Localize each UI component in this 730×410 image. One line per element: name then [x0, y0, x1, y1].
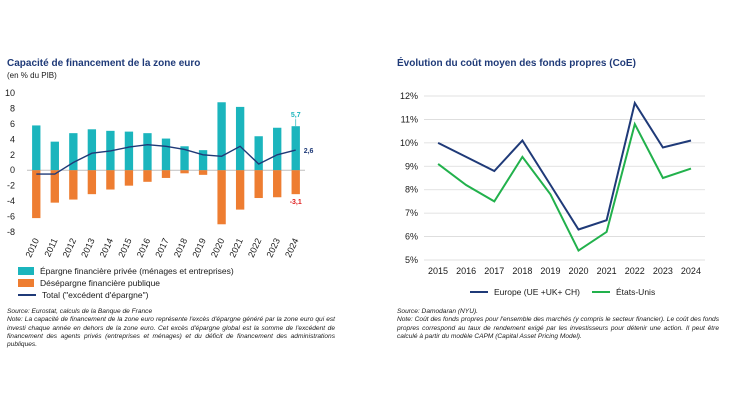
private-savings-bar — [69, 133, 78, 171]
y-tick-label: 12% — [400, 91, 418, 101]
private-savings-swatch — [18, 267, 34, 275]
x-tick-label-year: 2018 — [512, 266, 532, 276]
public-dissaving-bar — [32, 170, 41, 219]
private-savings-bar — [180, 146, 189, 171]
europe-coe-line — [437, 100, 692, 231]
legend-item-us: États-Unis — [591, 286, 656, 298]
y-tick-label: 0 — [10, 165, 15, 175]
y-tick-label: 6% — [405, 232, 418, 242]
total-savings-line — [36, 143, 296, 175]
private-savings-bar — [161, 138, 171, 171]
data-label-total-2024: 2,6 — [304, 148, 314, 155]
x-tick-label-year: 2017 — [484, 266, 504, 276]
private-savings-bar — [291, 126, 300, 171]
public-dissaving-bar — [291, 170, 300, 195]
private-savings-bar — [254, 136, 263, 171]
legend-label-total: Total ("excédent d'épargne") — [42, 290, 149, 300]
x-tick-label-year: 2015 — [428, 266, 448, 276]
public-dissaving-bar — [161, 170, 171, 178]
public-dissaving-bar — [254, 170, 263, 199]
public-dissaving-bar — [124, 170, 134, 186]
us-coe-line — [437, 121, 692, 253]
private-savings-bar — [235, 106, 245, 171]
private-savings-bar — [273, 127, 282, 171]
y-tick-label: 7% — [405, 208, 418, 218]
left-notes: Source: Eurostat, calculs de la Banque d… — [7, 308, 335, 349]
public-dissaving-bar — [50, 170, 59, 203]
legend-label-private: Épargne financière privée (ménages et en… — [40, 266, 234, 276]
y-tick-label: -2 — [7, 181, 15, 191]
us-line-swatch — [591, 291, 610, 293]
right-chart-title: Évolution du coût moyen des fonds propre… — [397, 58, 636, 69]
total-line-swatch — [18, 294, 36, 296]
y-tick-label: 9% — [405, 161, 418, 171]
private-savings-bar — [143, 133, 152, 171]
data-label-private-2024: 5,7 — [291, 112, 301, 119]
left-chart-subtitle: (en % du PIB) — [7, 71, 57, 80]
y-tick-label: 8 — [10, 103, 15, 113]
public-dissaving-bar — [273, 170, 282, 198]
legend-item-public: Désépargne financière publique — [18, 277, 234, 289]
legend-item-total: Total ("excédent d'épargne") — [18, 289, 234, 301]
y-tick-label: 2 — [10, 150, 15, 160]
private-savings-bar — [217, 102, 226, 171]
private-savings-bar — [87, 129, 97, 171]
legend-label-public: Désépargne financière publique — [40, 278, 161, 288]
x-tick-label-year: 2020 — [569, 266, 589, 276]
right-notes: Source: Damodaran (NYU). Note: Coût des … — [397, 308, 719, 341]
private-savings-bar — [32, 125, 41, 171]
private-savings-bar — [50, 141, 59, 171]
y-tick-label: 11% — [401, 114, 418, 124]
x-tick-label-year: 2023 — [653, 266, 673, 276]
y-tick-label: -8 — [7, 227, 15, 237]
public-dissaving-bar — [87, 170, 97, 195]
x-tick-label-year: 2024 — [681, 266, 701, 276]
public-dissaving-bar — [69, 170, 78, 200]
x-tick-label-year: 2021 — [597, 266, 617, 276]
y-tick-label: 8% — [405, 185, 418, 195]
cost-of-equity-chart: 5% 6% 7% 8% 9% 10% 11% 12% 2015 2016 2017 2018 2019 2… — [400, 91, 705, 276]
legend-label-europe: Europe (UE +UK+ CH) — [494, 287, 580, 297]
x-tick-label-year: 2022 — [625, 266, 645, 276]
private-savings-bar — [198, 150, 208, 171]
legend-item-europe: Europe (UE +UK+ CH) — [470, 286, 580, 298]
left-chart-title: Capacité de financement de la zone euro — [7, 58, 201, 69]
y-tick-label: 6 — [10, 119, 15, 129]
right-legend: Europe (UE +UK+ CH) États-Unis — [470, 286, 655, 298]
x-tick-label-year: 2016 — [456, 266, 476, 276]
public-dissaving-bar — [198, 170, 208, 175]
y-tick-label: 10 — [5, 88, 15, 98]
right-source: Source: Damodaran (NYU). — [397, 308, 478, 315]
public-dissaving-bar — [217, 170, 226, 225]
left-source: Source: Eurostat, calculs de la Banque d… — [7, 308, 153, 315]
public-dissaving-bar — [180, 170, 189, 174]
right-note: Note: Coût des fonds propres pour l'ense… — [397, 316, 719, 340]
y-tick-label: 10% — [400, 138, 418, 148]
public-dissaving-bar — [143, 170, 152, 182]
y-tick-label: 5% — [405, 255, 418, 265]
private-savings-bar — [124, 131, 134, 171]
x-tick-label-year: 2019 — [540, 266, 560, 276]
public-dissaving-swatch — [18, 279, 34, 287]
left-note: Note: La capacité de financement de la z… — [7, 316, 335, 349]
public-dissaving-bar — [235, 170, 245, 210]
y-tick-label: -4 — [7, 196, 15, 206]
y-tick-label: -6 — [7, 212, 15, 222]
legend-label-us: États-Unis — [615, 287, 656, 297]
legend-item-private: Épargne financière privée (ménages et en… — [18, 265, 234, 277]
public-dissaving-bar — [106, 170, 115, 190]
europe-line-swatch — [470, 291, 488, 293]
y-tick-label: 4 — [10, 134, 15, 144]
left-legend: Épargne financière privée (ménages et en… — [18, 265, 234, 301]
data-label-public-2024: -3,1 — [290, 199, 302, 206]
